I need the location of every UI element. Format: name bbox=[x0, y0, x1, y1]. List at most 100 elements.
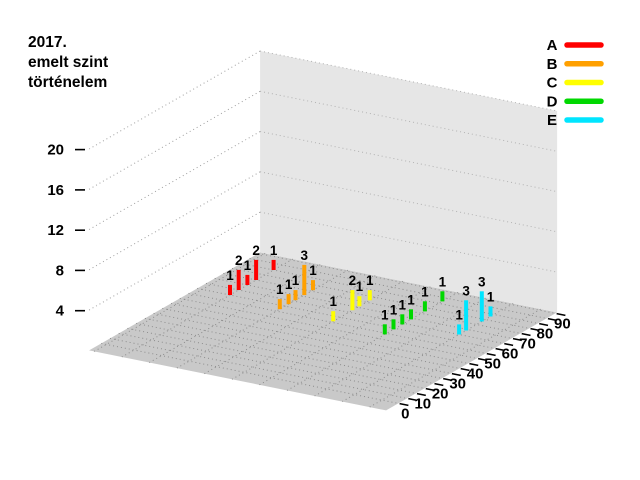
z-axis-tick-label: 12 bbox=[47, 222, 64, 239]
bar-series-A bbox=[236, 269, 241, 290]
x-axis-tick bbox=[443, 377, 453, 382]
bar-count-label: 3 bbox=[301, 248, 309, 263]
bar-series-B bbox=[302, 264, 307, 296]
bar-series-A bbox=[228, 284, 232, 295]
floor-grid-line bbox=[176, 269, 349, 369]
side-z-grid-line bbox=[88, 131, 261, 230]
z-axis-tick-label: 20 bbox=[47, 142, 64, 159]
bar-count-label: 1 bbox=[285, 277, 293, 292]
floor-grid-line bbox=[314, 297, 486, 397]
bar-count-label: 1 bbox=[244, 258, 252, 273]
bar-count-label: 3 bbox=[462, 283, 470, 298]
floor-grid-line bbox=[127, 327, 425, 389]
x-axis-tick-label: 50 bbox=[484, 355, 501, 372]
bar-series-D bbox=[400, 314, 405, 325]
bar-count-label: 1 bbox=[329, 294, 337, 309]
z-axis-tick-label: 4 bbox=[56, 303, 65, 320]
floor-grid-line bbox=[204, 275, 376, 375]
x-axis-tick bbox=[486, 352, 496, 357]
bar-series-C bbox=[350, 290, 355, 311]
floor-grid-line bbox=[259, 286, 431, 386]
floor-grid-line bbox=[136, 322, 434, 384]
bar-count-label: 2 bbox=[252, 243, 260, 258]
floor-grid-line bbox=[231, 280, 404, 380]
wall-z-grid-line bbox=[260, 50, 558, 112]
bar-series-E bbox=[479, 291, 484, 322]
bar-series-E bbox=[457, 324, 462, 335]
side-z-grid-line bbox=[88, 90, 261, 190]
bar-count-label: 1 bbox=[390, 302, 398, 317]
bar-series-A bbox=[271, 259, 276, 270]
chart-title-line-3: történelem bbox=[28, 74, 107, 91]
x-axis-tick bbox=[521, 332, 531, 337]
bar-count-label: 1 bbox=[399, 297, 407, 312]
wall-z-grid-line bbox=[260, 90, 558, 152]
bar-count-label: 1 bbox=[455, 307, 463, 322]
x-axis-tick bbox=[408, 397, 418, 402]
chart-title-line-2: emelt szint bbox=[28, 54, 108, 71]
bar-series-C bbox=[357, 296, 362, 307]
bar-series-D bbox=[422, 301, 427, 312]
floor-grid-line bbox=[214, 277, 512, 339]
x-axis-tick-label: 40 bbox=[467, 365, 484, 382]
bar-count-label: 1 bbox=[270, 243, 278, 258]
x-axis-tick-label: 70 bbox=[519, 335, 536, 352]
z-axis-tick-label: 8 bbox=[56, 262, 64, 279]
bar-count-label: 1 bbox=[366, 273, 374, 288]
bar-count-label: 1 bbox=[276, 282, 284, 297]
wall-z-grid-line bbox=[260, 211, 558, 273]
bar-count-label: 1 bbox=[309, 263, 317, 278]
floor-grid-line bbox=[232, 267, 530, 329]
x-axis-tick-label: 10 bbox=[414, 395, 431, 412]
x-axis-tick bbox=[495, 347, 505, 352]
floor-grid-line bbox=[188, 292, 486, 354]
floor-grid-line bbox=[240, 262, 538, 324]
bar-series-D bbox=[382, 324, 387, 335]
legend-label-E: E bbox=[547, 112, 557, 129]
bar-count-label: 2 bbox=[349, 273, 357, 288]
x-axis-tick bbox=[539, 322, 549, 327]
bar-series-D bbox=[409, 309, 413, 320]
x-axis-tick bbox=[434, 382, 444, 387]
floor-grid-line bbox=[101, 342, 399, 404]
side-z-grid-line bbox=[88, 50, 261, 150]
wall-z-grid-line bbox=[260, 171, 558, 233]
z-axis-tick-label: 16 bbox=[47, 182, 64, 199]
x-axis-tick-label: 90 bbox=[554, 315, 571, 332]
bar-series-B bbox=[286, 294, 291, 305]
bar-series-C bbox=[367, 290, 372, 301]
x-axis-tick bbox=[451, 372, 461, 377]
bar-count-label: 1 bbox=[292, 273, 300, 288]
x-axis-tick-label: 0 bbox=[401, 405, 409, 422]
floor-grid-line bbox=[153, 312, 451, 374]
floor-grid-line bbox=[369, 308, 541, 408]
bar-series-D bbox=[440, 291, 445, 302]
bar-count-label: 1 bbox=[226, 268, 234, 283]
x-axis-tick-label: 80 bbox=[537, 325, 554, 342]
side-z-grid-line bbox=[88, 171, 261, 271]
bar-count-label: 1 bbox=[356, 279, 364, 294]
bar-series-B bbox=[277, 299, 282, 310]
x-axis-tick-label: 20 bbox=[432, 385, 449, 402]
x-axis-tick-label: 60 bbox=[502, 345, 519, 362]
x-axis-tick-label: 30 bbox=[449, 375, 466, 392]
bar-count-label: 1 bbox=[421, 284, 429, 299]
floor-grid-line bbox=[144, 317, 442, 379]
bar-count-label: 1 bbox=[407, 292, 415, 307]
legend-label-C: C bbox=[547, 75, 558, 92]
wall-z-grid-line bbox=[260, 131, 558, 193]
floor-grid-line bbox=[93, 252, 266, 352]
floor-grid-line bbox=[249, 257, 547, 319]
floor-grid-line bbox=[205, 282, 504, 344]
x-axis-tick bbox=[477, 357, 488, 362]
bar-series-E bbox=[488, 306, 493, 317]
bar-count-label: 1 bbox=[439, 274, 447, 289]
legend-label-D: D bbox=[547, 93, 558, 110]
chart-title: 2017. emelt szint történelem bbox=[28, 34, 108, 91]
x-axis-tick bbox=[460, 367, 470, 372]
